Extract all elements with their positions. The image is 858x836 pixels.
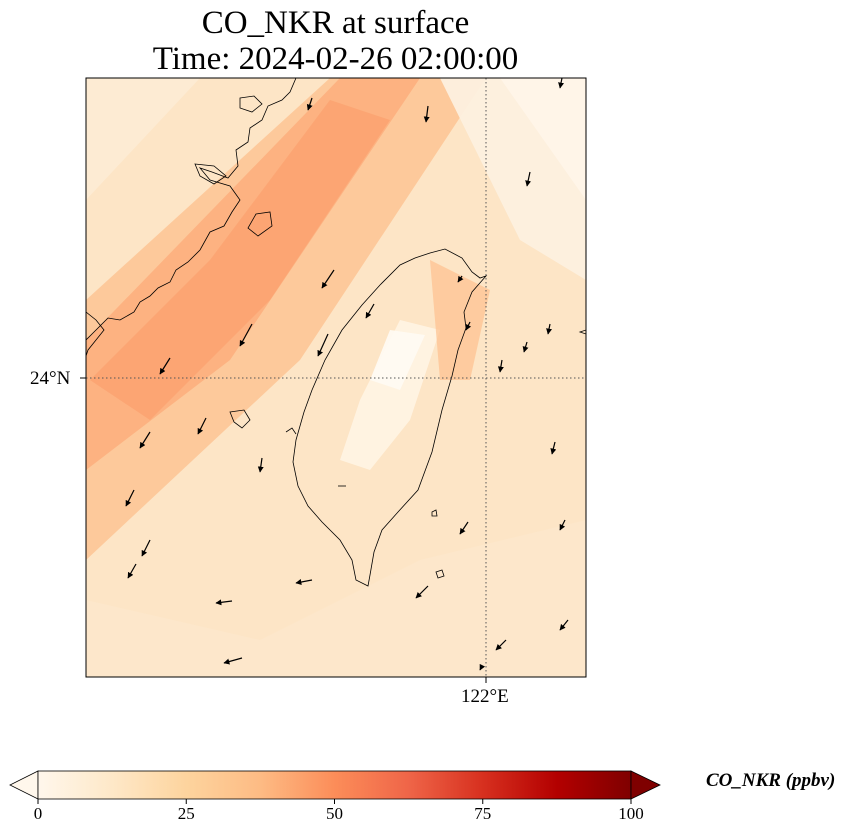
wind-vector	[365, 303, 375, 319]
wind-vector	[559, 619, 569, 631]
wind-vector	[159, 357, 171, 375]
colorbar-title: CO_NKR (ppbv)	[706, 770, 836, 791]
colorbar-extend-max	[630, 770, 661, 800]
wind-vector	[139, 431, 151, 449]
wind-vector	[559, 519, 566, 531]
wind-vector	[127, 563, 137, 579]
wind-vector	[522, 341, 529, 353]
wind-vector	[125, 489, 135, 507]
lat-tick-label: 24°N	[30, 368, 71, 389]
wind-vector	[215, 599, 233, 606]
wind-vector	[295, 579, 313, 585]
wind-vector	[306, 97, 313, 111]
wind-vector	[465, 321, 472, 331]
colorbar-tick-marks	[37, 799, 632, 804]
colorbar-extend-min	[9, 770, 39, 800]
coastlines	[86, 78, 586, 587]
colorbar-tick-label: 0	[33, 804, 43, 823]
colorbar-tick-label: 100	[618, 804, 644, 823]
taiwan-coastline	[292, 248, 488, 587]
wind-vector	[497, 359, 504, 373]
wind-vector	[546, 323, 553, 335]
wind-vector	[321, 269, 335, 289]
wind-vector	[239, 323, 253, 347]
wind-vectors	[125, 77, 569, 671]
wind-vector	[257, 457, 264, 473]
colorbar	[9, 770, 661, 804]
wind-vector	[223, 657, 243, 665]
colorbar-body	[37, 770, 632, 800]
colorbar-tick-label: 50	[326, 804, 343, 823]
lon-tick-label: 122°E	[461, 686, 509, 707]
chart-subtitle-time: Time: 2024-02-26 02:00:00	[152, 41, 519, 77]
wind-vector	[317, 333, 329, 357]
colorbar-tick-label: 25	[177, 804, 195, 823]
wind-vector	[423, 105, 430, 123]
colorbar-tick-label: 75	[474, 804, 492, 823]
wind-vector	[141, 539, 151, 557]
wind-vector	[415, 585, 429, 599]
wind-vector	[495, 639, 507, 651]
wind-vector	[457, 275, 464, 283]
wind-vector	[459, 521, 469, 535]
chart-title: CO_NKR at surface	[201, 5, 470, 41]
wind-vector	[550, 441, 557, 455]
wind-vector	[525, 171, 532, 187]
china-coastline	[86, 78, 297, 341]
wind-vector	[558, 77, 565, 89]
wind-vector	[197, 417, 207, 435]
wind-vector	[479, 663, 486, 671]
